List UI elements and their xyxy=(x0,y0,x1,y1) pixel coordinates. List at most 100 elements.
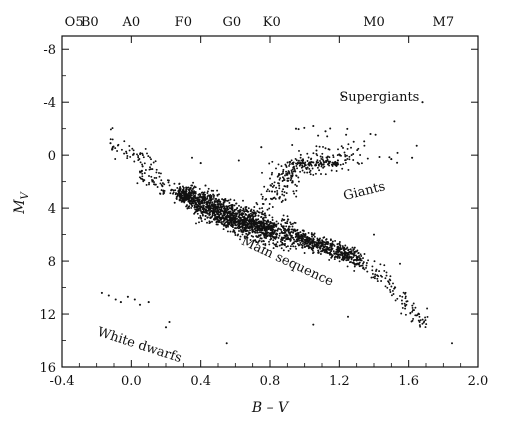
main-sequence-star xyxy=(276,241,279,244)
main-sequence-star xyxy=(410,320,413,323)
main-sequence-star xyxy=(317,244,320,247)
main-sequence-star xyxy=(136,182,139,185)
giant-star xyxy=(320,165,323,168)
main-sequence-star xyxy=(253,228,256,230)
main-sequence-star xyxy=(414,314,417,317)
giant-star xyxy=(303,165,306,168)
main-sequence-star xyxy=(280,236,283,239)
field-star xyxy=(286,185,289,188)
main-sequence-star xyxy=(422,321,425,324)
main-sequence-star xyxy=(263,216,265,219)
giant-star xyxy=(282,170,285,173)
main-sequence-star xyxy=(256,221,259,224)
main-sequence-star xyxy=(260,227,263,230)
giant-star xyxy=(297,180,300,183)
giant-star xyxy=(306,160,309,162)
main-sequence-star xyxy=(141,172,144,175)
main-sequence-star xyxy=(296,242,299,245)
giant-star xyxy=(286,161,289,164)
giant-star xyxy=(320,157,323,160)
main-sequence-star xyxy=(353,263,356,265)
main-sequence-star xyxy=(174,189,177,192)
white-dwarf-star xyxy=(114,298,117,301)
main-sequence-star xyxy=(339,253,342,256)
main-sequence-star xyxy=(217,203,220,206)
main-sequence-star xyxy=(388,278,391,281)
main-sequence-star xyxy=(292,229,295,232)
main-sequence-star xyxy=(352,253,355,256)
giant-star xyxy=(284,198,287,201)
main-sequence-star xyxy=(178,199,181,202)
main-sequence-star xyxy=(231,208,234,211)
y-axis-title: M xyxy=(12,199,28,215)
giant-star xyxy=(295,189,298,192)
giant-star xyxy=(330,163,333,166)
giant-star xyxy=(278,196,281,199)
main-sequence-star xyxy=(125,150,128,153)
main-sequence-star xyxy=(176,194,179,197)
main-sequence-star xyxy=(385,271,388,274)
main-sequence-star xyxy=(239,213,242,216)
main-sequence-star xyxy=(272,228,275,231)
main-sequence-star xyxy=(197,209,200,212)
main-sequence-star xyxy=(258,224,261,227)
main-sequence-star xyxy=(262,240,265,243)
giant-star xyxy=(295,195,298,198)
main-sequence-star xyxy=(241,226,244,229)
main-sequence-star xyxy=(329,248,332,251)
main-sequence-star xyxy=(253,219,256,222)
main-sequence-star xyxy=(232,221,235,224)
main-sequence-star xyxy=(223,206,226,209)
main-sequence-star xyxy=(230,214,233,217)
main-sequence-star xyxy=(189,202,191,205)
supergiant-star xyxy=(421,101,424,104)
x-tick-label: 1.2 xyxy=(329,374,350,389)
main-sequence-star xyxy=(290,236,293,239)
main-sequence-star xyxy=(254,215,256,218)
main-sequence-star xyxy=(187,186,190,189)
main-sequence-star xyxy=(185,188,188,191)
main-sequence-star xyxy=(272,239,275,242)
white-dwarf-star xyxy=(126,295,129,298)
giant-star xyxy=(258,207,261,210)
main-sequence-star xyxy=(215,205,218,208)
main-sequence-star xyxy=(312,251,315,254)
main-sequence-star xyxy=(193,197,195,199)
main-sequence-star xyxy=(417,319,420,322)
main-sequence-star xyxy=(292,236,295,239)
main-sequence-star xyxy=(309,241,312,244)
giant-star xyxy=(276,189,279,192)
supergiant-star xyxy=(369,132,372,136)
main-sequence-star xyxy=(379,263,382,266)
main-sequence-star xyxy=(353,269,356,272)
main-sequence-star xyxy=(231,206,234,209)
main-sequence-star xyxy=(204,214,207,217)
main-sequence-star xyxy=(294,233,297,236)
main-sequence-star xyxy=(260,221,263,224)
main-sequence-star xyxy=(241,233,244,236)
giant-star xyxy=(253,206,256,208)
main-sequence-star xyxy=(289,238,292,241)
giant-star xyxy=(321,156,324,159)
main-sequence-star xyxy=(276,245,279,248)
giant-star xyxy=(316,159,319,162)
main-sequence-star xyxy=(268,207,271,210)
main-sequence-star xyxy=(256,203,259,206)
main-sequence-star xyxy=(149,168,152,171)
main-sequence-star xyxy=(311,245,314,247)
main-sequence-star xyxy=(278,244,281,247)
main-sequence-star xyxy=(240,206,243,209)
main-sequence-star xyxy=(158,172,160,174)
main-sequence-star xyxy=(224,198,227,200)
main-sequence-star xyxy=(179,186,182,189)
giant-star xyxy=(336,159,339,162)
main-sequence-star xyxy=(330,245,333,248)
giant-star xyxy=(306,171,309,174)
giant-star xyxy=(273,184,275,187)
main-sequence-star xyxy=(323,236,326,239)
main-sequence-star xyxy=(294,240,297,243)
y-tick-label: 4 xyxy=(48,202,56,217)
giant-star xyxy=(273,190,276,193)
giant-star xyxy=(328,156,331,159)
giant-star xyxy=(274,197,277,200)
